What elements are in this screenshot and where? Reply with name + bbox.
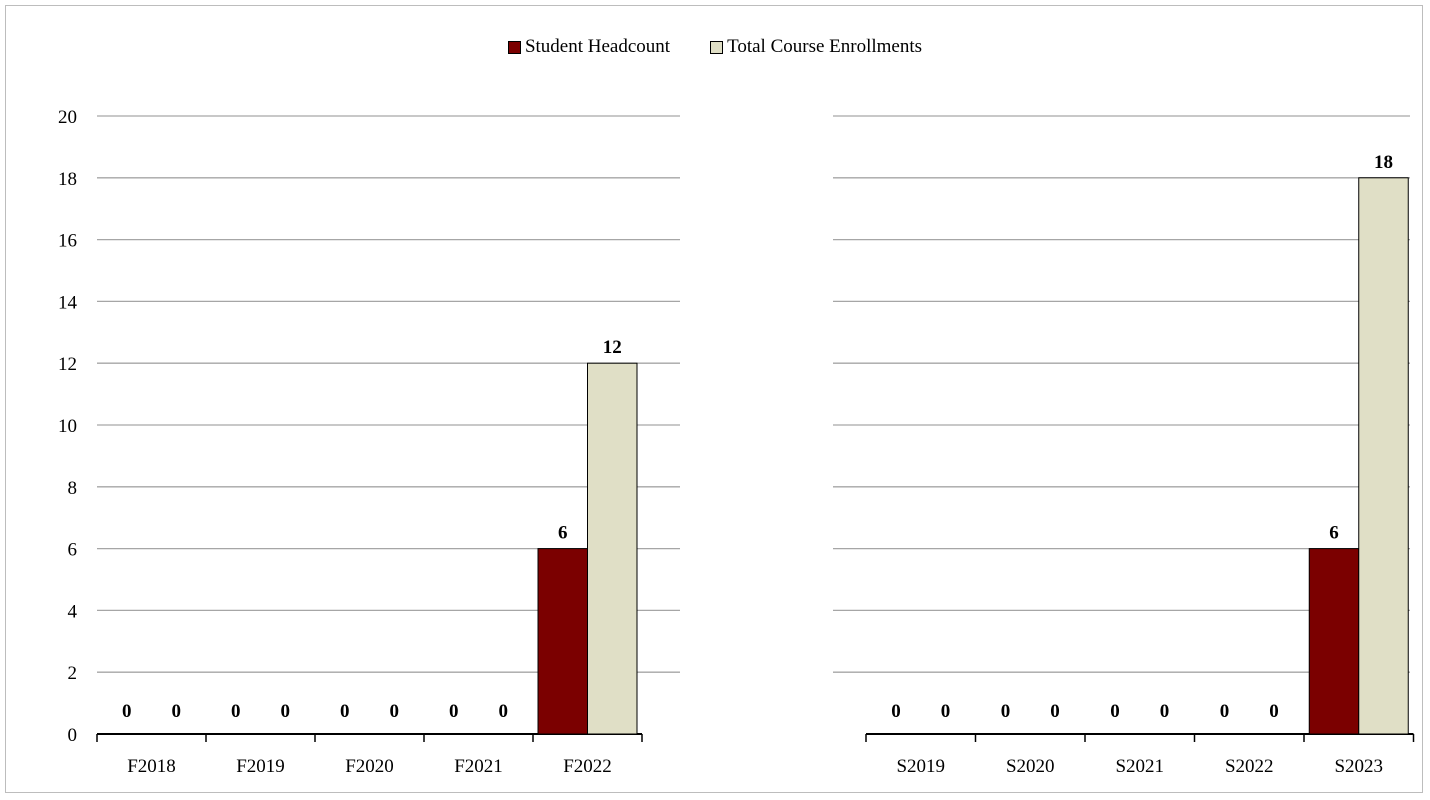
- data-label: 0: [1001, 701, 1011, 722]
- x-tick-label: S2022: [1225, 756, 1274, 777]
- x-tick-label: F2020: [345, 756, 394, 777]
- y-tick-label: 2: [68, 663, 78, 684]
- data-label: 0: [1110, 701, 1120, 722]
- y-tick-label: 8: [68, 478, 78, 499]
- data-label: 6: [558, 523, 568, 544]
- data-label: 0: [1050, 701, 1060, 722]
- chart-frame: [5, 5, 1423, 793]
- data-label: 0: [340, 701, 350, 722]
- x-tick-label: F2022: [563, 756, 612, 777]
- data-label: 0: [231, 701, 241, 722]
- bar: [587, 362, 638, 735]
- data-label: 0: [1269, 701, 1279, 722]
- data-label: 0: [281, 701, 291, 722]
- bar: [1358, 177, 1409, 735]
- y-tick-label: 14: [58, 292, 78, 313]
- x-tick-label: F2019: [236, 756, 285, 777]
- data-label: 6: [1329, 523, 1339, 544]
- y-tick-label: 6: [68, 540, 78, 561]
- y-tick-label: 10: [58, 416, 77, 437]
- legend: Student Headcount Total Course Enrollmen…: [0, 36, 1430, 58]
- legend-label-headcount: Student Headcount: [524, 36, 671, 57]
- data-label: 0: [499, 701, 509, 722]
- data-label: 0: [122, 701, 132, 722]
- data-label: 0: [390, 701, 400, 722]
- data-label: 18: [1374, 152, 1393, 173]
- x-tick-label: F2018: [127, 756, 176, 777]
- x-tick-label: S2019: [896, 756, 945, 777]
- y-tick-label: 4: [68, 601, 78, 622]
- y-tick-label: 18: [58, 169, 77, 190]
- data-label: 0: [891, 701, 901, 722]
- data-label: 0: [172, 701, 182, 722]
- legend-swatch-headcount: [507, 40, 521, 54]
- legend-label-enrollments: Total Course Enrollments: [727, 36, 923, 57]
- y-tick-label: 16: [58, 231, 77, 252]
- data-label: 0: [449, 701, 459, 722]
- y-tick-label: 12: [58, 354, 77, 375]
- y-tick-label: 0: [68, 725, 78, 746]
- y-tick-label: 20: [58, 107, 77, 128]
- data-label: 0: [941, 701, 951, 722]
- legend-item-enrollments: Total Course Enrollments: [710, 36, 922, 58]
- x-tick-label: S2023: [1334, 756, 1383, 777]
- x-tick-label: S2020: [1006, 756, 1055, 777]
- data-label: 12: [603, 337, 622, 358]
- bar: [1308, 548, 1360, 735]
- x-tick-label: S2021: [1115, 756, 1164, 777]
- bar: [537, 548, 588, 735]
- data-label: 0: [1160, 701, 1170, 722]
- legend-item-headcount: Student Headcount: [507, 36, 671, 58]
- x-tick-label: F2021: [454, 756, 503, 777]
- legend-swatch-enrollments: [710, 40, 724, 54]
- data-label: 0: [1220, 701, 1230, 722]
